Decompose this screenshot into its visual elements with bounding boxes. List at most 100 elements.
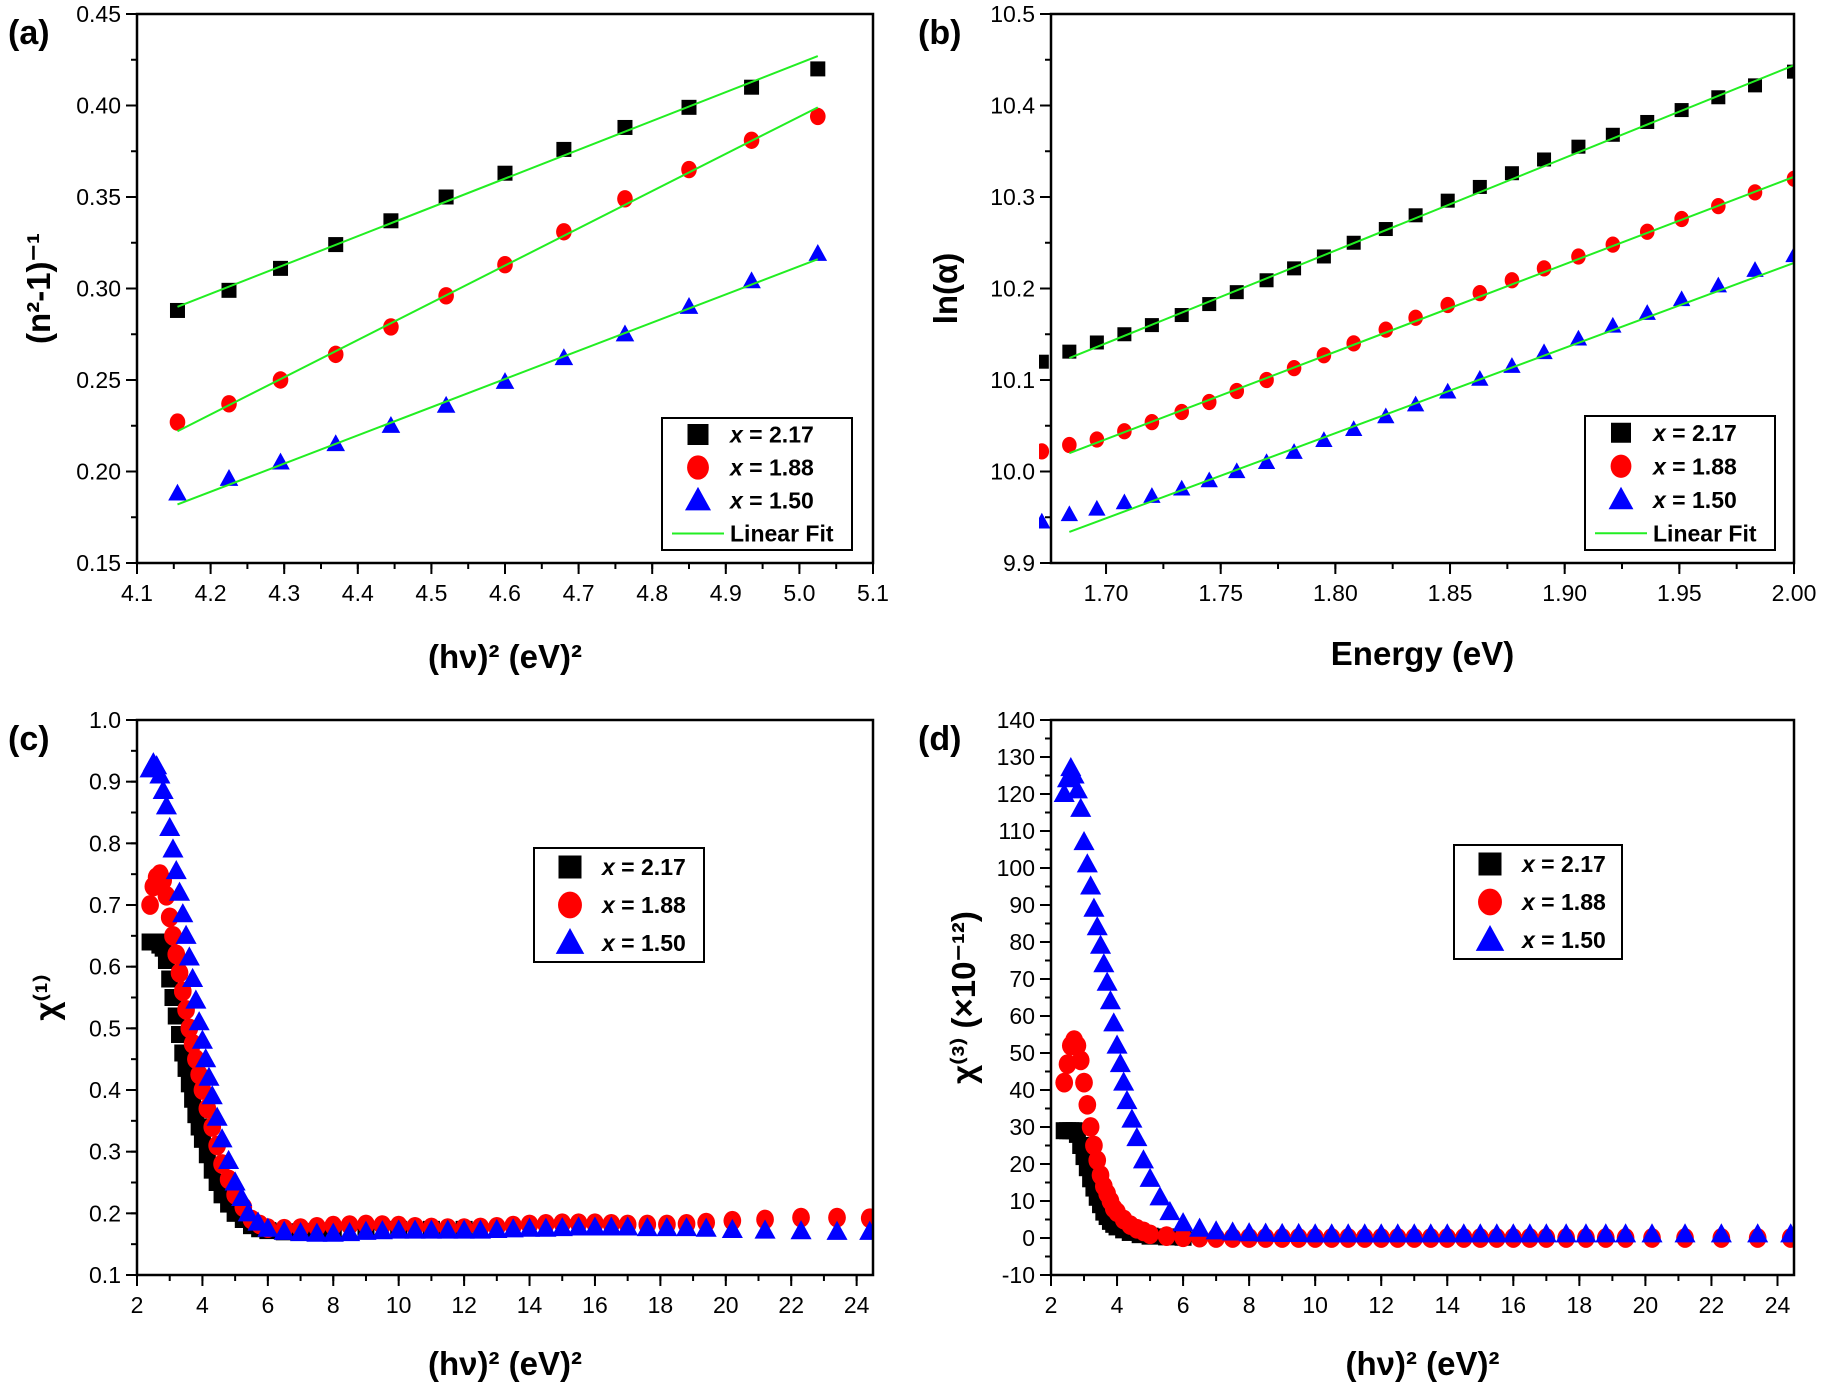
panel-label: (b) <box>918 14 961 52</box>
x-tick-label: 16 <box>582 1292 608 1318</box>
data-point <box>188 1011 210 1031</box>
data-point <box>1575 1223 1597 1243</box>
data-point <box>1537 152 1552 167</box>
linear-fit-line <box>1068 261 1794 533</box>
y-tick-label: 0.45 <box>76 1 121 27</box>
legend-label: x = 1.50 <box>1651 487 1737 513</box>
y-tick-label: 0.5 <box>89 1015 121 1041</box>
x-tick-label: 20 <box>713 1292 739 1318</box>
data-point <box>1062 344 1077 359</box>
data-point <box>306 1222 328 1242</box>
data-point <box>1304 1223 1326 1243</box>
data-point <box>1605 127 1620 142</box>
data-point <box>1071 1050 1090 1071</box>
x-tick-label: 20 <box>1633 1292 1659 1318</box>
data-point <box>495 372 515 389</box>
series-triangle <box>168 243 828 501</box>
data-point <box>1453 1223 1475 1243</box>
legend-marker-circle <box>687 455 709 480</box>
y-tick-label: 10.4 <box>990 93 1035 119</box>
plot-frame <box>135 718 875 1277</box>
x-tick-label: 24 <box>1765 1292 1791 1318</box>
data-point <box>162 838 184 858</box>
data-point <box>154 870 173 891</box>
x-tick-label: 2 <box>131 1292 144 1318</box>
data-point <box>420 1219 442 1239</box>
y-axis-title: (n²-1)⁻¹ <box>20 233 57 344</box>
data-point <box>1088 1150 1107 1171</box>
data-point <box>170 962 189 983</box>
x-tick-label: 8 <box>1243 1292 1256 1318</box>
data-point <box>1555 1223 1577 1243</box>
x-tick-label: 4.6 <box>489 580 521 606</box>
plot-frame <box>1049 12 1796 565</box>
legend: x = 2.17 x = 1.88 x = 1.50 <box>1453 844 1623 960</box>
linear-fit-line <box>177 258 819 506</box>
y-tick-label: 0.7 <box>89 892 121 918</box>
legend-label: x = 1.50 <box>600 930 686 956</box>
data-point <box>211 1128 233 1148</box>
data-point <box>1096 971 1118 991</box>
series-circle <box>141 864 873 1239</box>
data-point <box>175 924 197 944</box>
data-point <box>1785 246 1794 263</box>
y-tick-label: 120 <box>997 781 1035 807</box>
y-tick-label: 10.0 <box>990 459 1035 485</box>
legend-marker-circle <box>1478 888 1502 916</box>
y-tick-label: 40 <box>1009 1077 1035 1103</box>
plot-area <box>1039 64 1794 533</box>
data-point <box>756 1209 774 1230</box>
data-point <box>1255 1222 1277 1242</box>
x-tick-label: 4.3 <box>268 580 300 606</box>
data-point <box>1157 1226 1176 1247</box>
data-point <box>1121 1108 1143 1128</box>
y-tick-label: 0.1 <box>89 1262 121 1288</box>
data-point <box>185 989 207 1009</box>
x-tick-label: 24 <box>844 1292 870 1318</box>
legend-marker-circle <box>558 891 582 919</box>
plot-frame <box>135 12 875 565</box>
y-tick-label: 0.30 <box>76 276 121 302</box>
data-point <box>1504 166 1519 181</box>
x-tick-label: 18 <box>1567 1292 1593 1318</box>
x-tick-label: 5.1 <box>857 580 889 606</box>
data-point <box>1420 1223 1442 1243</box>
data-point <box>371 1220 393 1240</box>
data-point <box>1115 493 1134 510</box>
data-point <box>656 1217 678 1237</box>
y-tick-label: -10 <box>1002 1262 1035 1288</box>
data-point <box>1085 1135 1103 1156</box>
panel-label: (a) <box>8 14 50 52</box>
data-point <box>1271 1222 1293 1242</box>
data-point <box>1039 443 1050 460</box>
data-point <box>193 1130 211 1148</box>
data-point <box>1062 436 1077 454</box>
data-point <box>1387 1223 1409 1243</box>
y-tick-label: 10.3 <box>990 184 1035 210</box>
legend-label: x = 2.17 <box>600 854 686 880</box>
data-point <box>1113 1071 1135 1091</box>
data-point <box>676 1217 698 1237</box>
x-tick-label: 6 <box>1177 1292 1190 1318</box>
x-tick-label: 1.70 <box>1084 580 1129 606</box>
data-point <box>388 1219 410 1239</box>
x-tick-label: 4.7 <box>563 580 595 606</box>
legend-marker-square <box>687 424 709 445</box>
y-tick-label: 0.9 <box>89 769 121 795</box>
x-tick-label: 10 <box>1302 1292 1328 1318</box>
data-point <box>617 119 633 135</box>
linear-fit-line <box>177 55 819 308</box>
legend-label: x = 1.88 <box>600 892 686 918</box>
data-point <box>168 881 191 901</box>
linear-fit-line <box>1068 64 1794 359</box>
legend-label: x = 1.50 <box>728 488 814 514</box>
data-point <box>339 1221 361 1242</box>
data-point <box>1222 1221 1244 1241</box>
data-point <box>1205 1220 1227 1240</box>
legend-marker-triangle <box>1608 486 1634 510</box>
data-point <box>1674 1223 1696 1243</box>
x-tick-label: 1.85 <box>1428 580 1473 606</box>
data-point <box>1149 1186 1171 1206</box>
data-point <box>535 1217 557 1237</box>
plot-area <box>1053 757 1794 1248</box>
